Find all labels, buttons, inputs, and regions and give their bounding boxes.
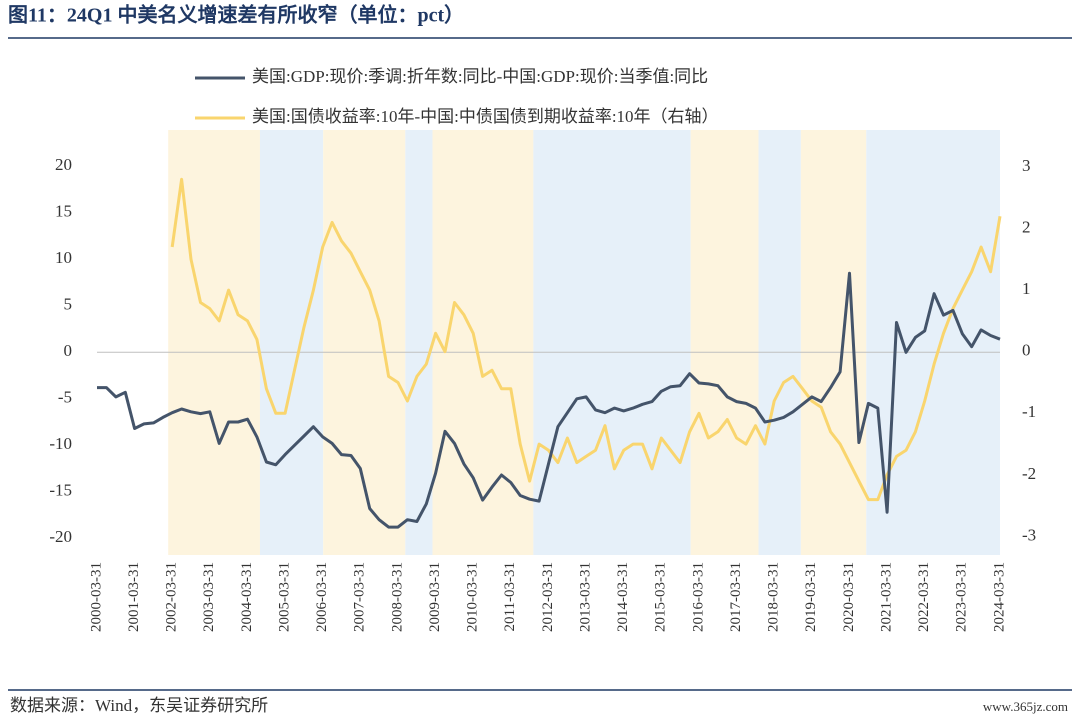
x-tick-label: 2015-03-31 [653, 562, 669, 632]
watermark: www.365jz.com [983, 699, 1068, 714]
x-tick-label: 2022-03-31 [916, 562, 932, 632]
x-tick-label: 2006-03-31 [314, 562, 330, 632]
shaded-band [800, 130, 867, 555]
shaded-band [405, 130, 433, 555]
y2-tick-label: -2 [1022, 464, 1036, 483]
x-tick-label: 2005-03-31 [277, 562, 293, 632]
y2-tick-label: 0 [1022, 341, 1031, 360]
x-tick-label: 2009-03-31 [427, 562, 443, 632]
y-tick-label: 20 [55, 155, 72, 174]
y2-tick-label: -1 [1022, 402, 1036, 421]
shaded-band [533, 130, 691, 555]
x-tick-label: 2007-03-31 [352, 562, 368, 632]
y2-tick-label: 1 [1022, 279, 1031, 298]
y-tick-label: 10 [55, 248, 72, 267]
shaded-band [758, 130, 801, 555]
x-tick-label: 2016-03-31 [690, 562, 706, 632]
x-tick-label: 2013-03-31 [578, 562, 594, 632]
x-tick-label: 2002-03-31 [164, 562, 180, 632]
y2-tick-label: -3 [1022, 525, 1036, 544]
y-tick-label: -15 [49, 481, 72, 500]
x-tick-label: 2010-03-31 [465, 562, 481, 632]
x-tick-label: 2004-03-31 [239, 562, 255, 632]
series-line [170, 177, 1002, 502]
x-tick-label: 2019-03-31 [803, 562, 819, 632]
y-tick-label: -20 [49, 527, 72, 546]
x-tick-label: 2020-03-31 [841, 562, 857, 632]
y-tick-label: 15 [55, 202, 72, 221]
y-tick-label: 5 [64, 295, 73, 314]
shaded-band [690, 130, 759, 555]
x-tick-label: 2000-03-31 [88, 562, 104, 632]
shaded-band [432, 130, 534, 555]
x-tick-label: 2017-03-31 [728, 562, 744, 632]
source: 数据来源：Wind，东吴证券研究所 [10, 696, 268, 715]
x-tick-label: 2003-03-31 [201, 562, 217, 632]
x-tick-label: 2008-03-31 [389, 562, 405, 632]
legend-label: 美国:GDP:现价:季调:折年数:同比-中国:GDP:现价:当季值:同比 [252, 67, 708, 86]
x-tick-label: 2023-03-31 [954, 562, 970, 632]
x-tick-label: 2024-03-31 [991, 562, 1007, 632]
x-tick-label: 2021-03-31 [879, 562, 895, 632]
x-tick-label: 2014-03-31 [615, 562, 631, 632]
y2-tick-label: 2 [1022, 217, 1031, 236]
x-tick-label: 2012-03-31 [540, 562, 556, 632]
y-tick-label: -5 [58, 388, 72, 407]
y2-tick-label: 3 [1022, 156, 1031, 175]
chart-title: 图11：24Q1 中美名义增速差有所收窄（单位：pct） [8, 3, 464, 27]
y-tick-label: 0 [64, 341, 73, 360]
series-line [97, 271, 1001, 529]
x-tick-label: 2018-03-31 [766, 562, 782, 632]
x-tick-label: 2001-03-31 [126, 562, 142, 632]
y-tick-label: -10 [49, 434, 72, 453]
shaded-band [259, 130, 324, 555]
legend-label: 美国:国债收益率:10年-中国:中债国债到期收益率:10年（右轴） [252, 107, 719, 126]
x-tick-label: 2011-03-31 [502, 562, 518, 631]
